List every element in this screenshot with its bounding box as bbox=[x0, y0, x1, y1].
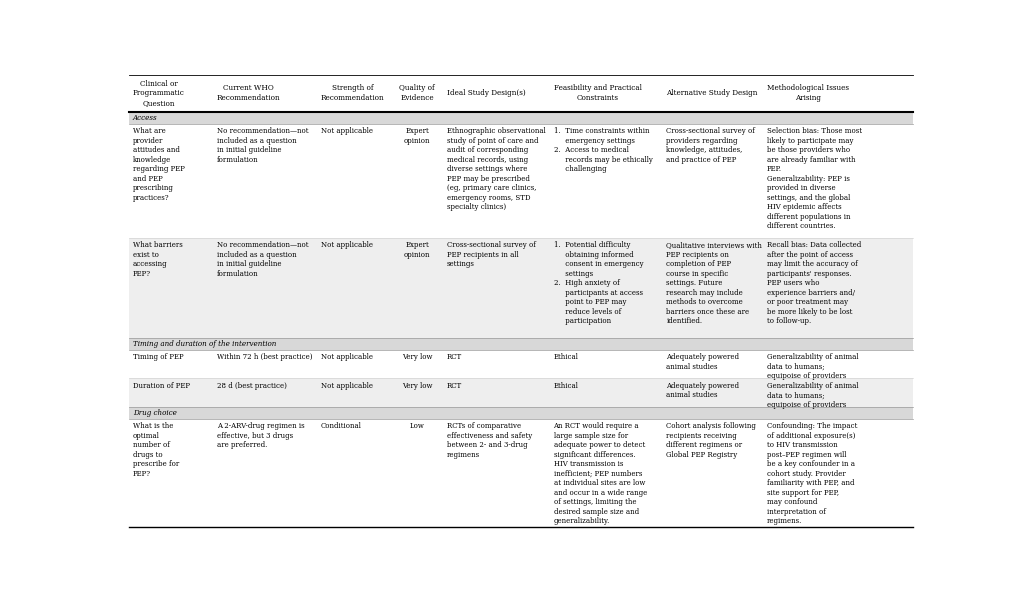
Text: Current WHO
Recommendation: Current WHO Recommendation bbox=[217, 85, 281, 102]
Text: Cohort analysis following
recipients receiving
different regimens or
Global PEP : Cohort analysis following recipients rec… bbox=[666, 422, 756, 459]
Text: Conditional: Conditional bbox=[321, 422, 362, 430]
Text: What is the
optimal
number of
drugs to
prescribe for
PEP?: What is the optimal number of drugs to p… bbox=[132, 422, 179, 478]
Text: Expert
opinion: Expert opinion bbox=[404, 127, 430, 145]
Text: Generalizability of animal
data to humans;
equipoise of providers: Generalizability of animal data to human… bbox=[767, 381, 858, 409]
Text: Ethnographic observational
study of point of care and
audit of corresponding
med: Ethnographic observational study of poin… bbox=[447, 127, 546, 211]
Text: Confounding: The impact
of additional exposure(s)
to HIV transmission
post–PEP r: Confounding: The impact of additional ex… bbox=[767, 422, 857, 525]
Bar bbox=[129, 378, 913, 406]
Text: Cross-sectional survey of
PEP recipients in all
settings: Cross-sectional survey of PEP recipients… bbox=[447, 241, 536, 268]
Bar bbox=[129, 338, 913, 350]
Bar bbox=[129, 74, 913, 111]
Text: Recall bias: Data collected
after the point of access
may limit the accuracy of
: Recall bias: Data collected after the po… bbox=[767, 241, 861, 325]
Text: Timing of PEP: Timing of PEP bbox=[132, 353, 183, 362]
Text: Methodological Issues
Arising: Methodological Issues Arising bbox=[767, 85, 849, 102]
Bar bbox=[129, 111, 913, 124]
Text: Low: Low bbox=[410, 422, 425, 430]
Text: 28 d (best practice): 28 d (best practice) bbox=[217, 381, 287, 390]
Text: 1.  Potential difficulty
     obtaining informed
     consent in emergency
     : 1. Potential difficulty obtaining inform… bbox=[553, 241, 643, 325]
Text: Adequately powered
animal studies: Adequately powered animal studies bbox=[666, 381, 739, 399]
Text: Qualitative interviews with
PEP recipients on
completion of PEP
course in specif: Qualitative interviews with PEP recipien… bbox=[666, 241, 762, 325]
Text: Expert
opinion: Expert opinion bbox=[404, 241, 430, 259]
Text: Timing and duration of the intervention: Timing and duration of the intervention bbox=[132, 340, 276, 348]
Text: Strength of
Recommendation: Strength of Recommendation bbox=[321, 85, 384, 102]
Text: Not applicable: Not applicable bbox=[321, 381, 373, 390]
Text: Duration of PEP: Duration of PEP bbox=[132, 381, 189, 390]
Text: A 2-ARV-drug regimen is
effective, but 3 drugs
are preferred.: A 2-ARV-drug regimen is effective, but 3… bbox=[217, 422, 305, 449]
Text: Feasibility and Practical
Constraints: Feasibility and Practical Constraints bbox=[553, 85, 642, 102]
Text: 1.  Time constraints within
     emergency settings
2.  Access to medical
     r: 1. Time constraints within emergency set… bbox=[553, 127, 652, 173]
Text: An RCT would require a
large sample size for
adequate power to detect
significan: An RCT would require a large sample size… bbox=[553, 422, 647, 525]
Text: Alternative Study Design: Alternative Study Design bbox=[666, 89, 758, 97]
Text: Not applicable: Not applicable bbox=[321, 353, 373, 362]
Text: No recommendation—not
included as a question
in initial guideline
formulation: No recommendation—not included as a ques… bbox=[217, 241, 308, 278]
Text: Very low: Very low bbox=[402, 381, 432, 390]
Text: Ideal Study Design(s): Ideal Study Design(s) bbox=[447, 89, 526, 97]
Text: Drug choice: Drug choice bbox=[132, 409, 177, 417]
Text: RCT: RCT bbox=[447, 381, 463, 390]
Bar bbox=[129, 406, 913, 419]
Text: What are
provider
attitudes and
knowledge
regarding PEP
and PEP
prescribing
prac: What are provider attitudes and knowledg… bbox=[132, 127, 184, 201]
Text: Not applicable: Not applicable bbox=[321, 241, 373, 249]
Bar bbox=[129, 419, 913, 527]
Text: Clinical or
Programmatic
Question: Clinical or Programmatic Question bbox=[132, 80, 184, 107]
Text: Cross-sectional survey of
providers regarding
knowledge, attitudes,
and practice: Cross-sectional survey of providers rega… bbox=[666, 127, 755, 164]
Text: RCT: RCT bbox=[447, 353, 463, 362]
Text: Within 72 h (best practice): Within 72 h (best practice) bbox=[217, 353, 312, 362]
Text: Not applicable: Not applicable bbox=[321, 127, 373, 135]
Text: Ethical: Ethical bbox=[553, 381, 579, 390]
Text: Selection bias: Those most
likely to participate may
be those providers who
are : Selection bias: Those most likely to par… bbox=[767, 127, 862, 230]
Bar bbox=[129, 124, 913, 238]
Text: Ethical: Ethical bbox=[553, 353, 579, 362]
Text: RCTs of comparative
effectiveness and safety
between 2- and 3-drug
regimens: RCTs of comparative effectiveness and sa… bbox=[447, 422, 532, 459]
Text: Quality of
Evidence: Quality of Evidence bbox=[400, 85, 435, 102]
Bar bbox=[129, 238, 913, 338]
Text: No recommendation—not
included as a question
in initial guideline
formulation: No recommendation—not included as a ques… bbox=[217, 127, 308, 164]
Text: Adequately powered
animal studies: Adequately powered animal studies bbox=[666, 353, 739, 371]
Bar bbox=[129, 350, 913, 378]
Text: What barriers
exist to
accessing
PEP?: What barriers exist to accessing PEP? bbox=[132, 241, 182, 278]
Text: Access: Access bbox=[132, 114, 158, 122]
Text: Very low: Very low bbox=[402, 353, 432, 362]
Text: Generalizability of animal
data to humans;
equipoise of providers: Generalizability of animal data to human… bbox=[767, 353, 858, 380]
